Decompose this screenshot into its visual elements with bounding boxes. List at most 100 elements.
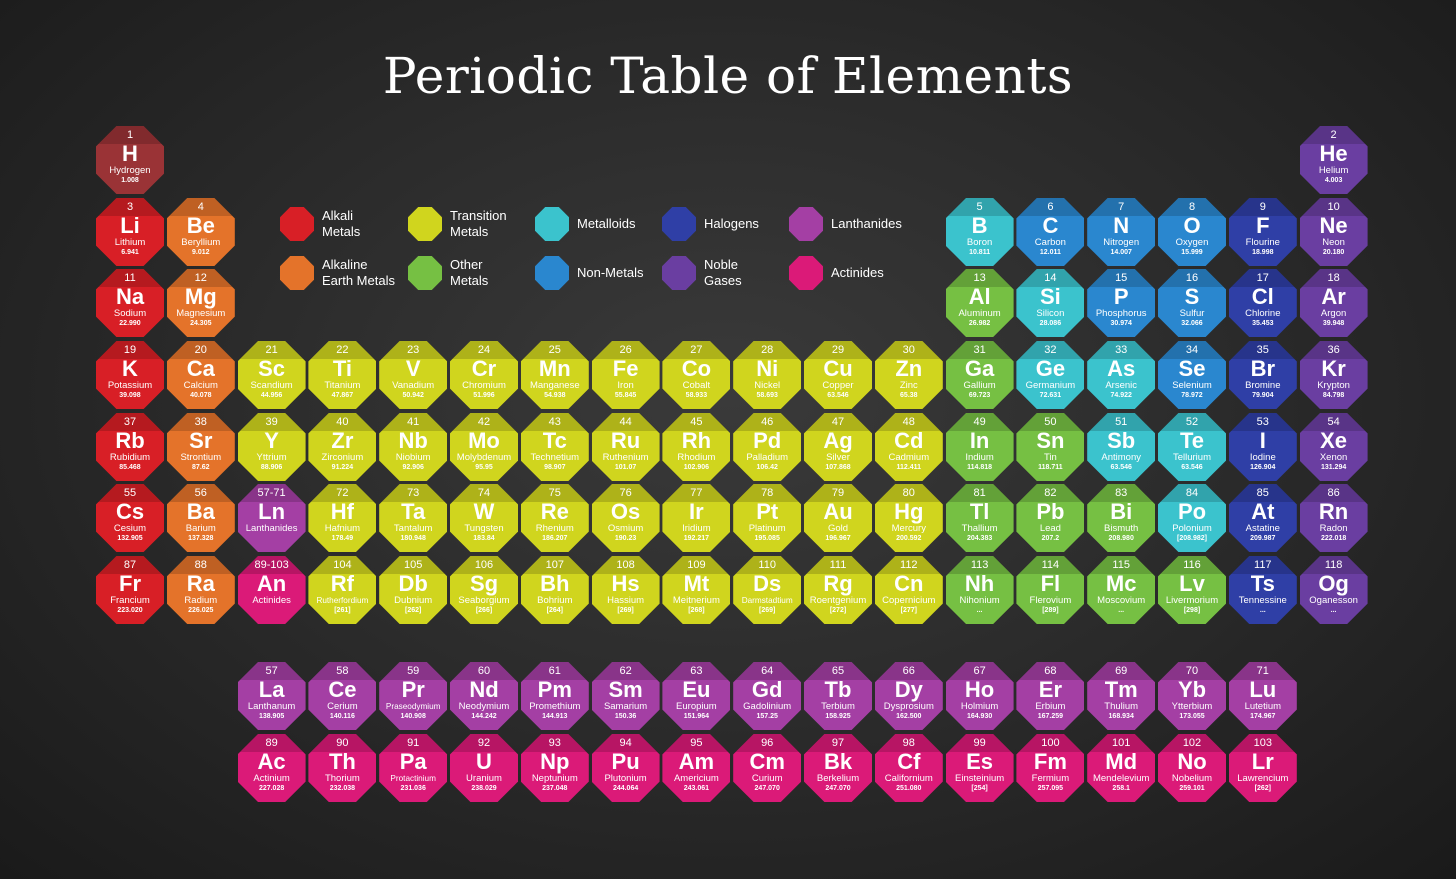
element-tile-te[interactable]: 52 Te Tellurium 63.546 (1158, 413, 1226, 481)
element-tile-tl[interactable]: 81 Tl Thallium 204.383 (945, 484, 1014, 552)
element-tile-u[interactable]: 92 U Uranium 238.029 (450, 734, 518, 802)
element-tile-ho[interactable]: 67 Ho Holmium 164.930 (945, 662, 1014, 730)
element-tile-k[interactable]: 19 K Potassium 39.098 (96, 341, 164, 409)
element-tile-hg[interactable]: 80 Hg Mercury 200.592 (874, 484, 943, 552)
element-tile-cm[interactable]: 96 Cm Curium 247.070 (733, 734, 802, 802)
element-tile-ts[interactable]: 117 Ts Tennessine... (1228, 556, 1297, 624)
element-tile-pa[interactable]: 91 Pa Protactinium 231.036 (379, 734, 448, 802)
element-tile-sb[interactable]: 51 Sb Antimony 63.546 (1087, 413, 1156, 481)
element-tile-na[interactable]: 11 Na Sodium 22.990 (96, 269, 164, 337)
element-tile-md[interactable]: 101 Md Mendelevium 258.1 (1087, 734, 1156, 802)
element-tile-cn[interactable]: 112 Cn Copernicium [277] (874, 556, 943, 624)
element-tile-ce[interactable]: 58 Ce Cerium 140.116 (308, 662, 377, 730)
element-tile-ir[interactable]: 77 Ir Iridium 192.217 (662, 484, 731, 552)
element-tile-sr[interactable]: 38 Sr Strontium 87.62 (166, 413, 235, 481)
element-tile-mn[interactable]: 25 Mn Manganese 54.938 (520, 341, 589, 409)
element-tile-pu[interactable]: 94 Pu Plutonium 244.064 (591, 734, 660, 802)
element-tile-sc[interactable]: 21 Sc Scandium 44.956 (237, 341, 306, 409)
element-tile-ta[interactable]: 73 Ta Tantalum 180.948 (379, 484, 448, 552)
element-tile-mc[interactable]: 115 Mc Moscovium... (1087, 556, 1156, 624)
element-tile-rb[interactable]: 37 Rb Rubidium 85.468 (96, 413, 164, 481)
element-tile-nh[interactable]: 113 Nh Nihonium... (945, 556, 1014, 624)
element-tile-tm[interactable]: 69 Tm Thulium 168.934 (1087, 662, 1156, 730)
element-tile-au[interactable]: 79 Au Gold 196.967 (804, 484, 872, 552)
element-tile-cu[interactable]: 29 Cu Copper 63.546 (804, 341, 872, 409)
element-tile-cf[interactable]: 98 Cf Californium 251.080 (874, 734, 943, 802)
element-tile-ga[interactable]: 31 Ga Gallium 69.723 (945, 341, 1014, 409)
element-tile-fl[interactable]: 114 Fl Flerovium [289] (1016, 556, 1085, 624)
element-tile-fm[interactable]: 100 Fm Fermium 257.095 (1016, 734, 1085, 802)
element-tile-pt[interactable]: 78 Pt Platinum 195.085 (733, 484, 802, 552)
element-tile-lv[interactable]: 116 Lv Livermorium [298] (1158, 556, 1226, 624)
element-tile-fe[interactable]: 26 Fe Iron 55.845 (591, 341, 660, 409)
element-tile-ag[interactable]: 47 Ag Silver 107.868 (804, 413, 872, 481)
element-tile-kr[interactable]: 36 Kr Krypton 84.798 (1299, 341, 1368, 409)
element-tile-pb[interactable]: 82 Pb Lead 207.2 (1016, 484, 1085, 552)
element-tile-lr[interactable]: 103 Lr Lawrencium [262] (1228, 734, 1297, 802)
element-tile-w[interactable]: 74 W Tungsten 183.84 (450, 484, 518, 552)
element-tile-an[interactable]: 89-103 An Actinides (237, 556, 306, 624)
element-tile-cd[interactable]: 48 Cd Cadmium 112.411 (874, 413, 943, 481)
element-tile-eu[interactable]: 63 Eu Europium 151.964 (662, 662, 731, 730)
element-tile-nb[interactable]: 41 Nb Niobium 92.906 (379, 413, 448, 481)
element-tile-o[interactable]: 8 O Oxygen 15.999 (1158, 198, 1226, 266)
element-tile-xe[interactable]: 54 Xe Xenon 131.294 (1299, 413, 1368, 481)
element-tile-li[interactable]: 3 Li Lithium 6.941 (96, 198, 164, 266)
element-tile-am[interactable]: 95 Am Americium 243.061 (662, 734, 731, 802)
element-tile-po[interactable]: 84 Po Polonium [208.982] (1158, 484, 1226, 552)
element-tile-rg[interactable]: 111 Rg Roentgenium [272] (804, 556, 872, 624)
element-tile-np[interactable]: 93 Np Neptunium 237.048 (520, 734, 589, 802)
element-tile-re[interactable]: 75 Re Rhenium 186.207 (520, 484, 589, 552)
element-tile-c[interactable]: 6 C Carbon 12.011 (1016, 198, 1085, 266)
element-tile-tb[interactable]: 65 Tb Terbium 158.925 (804, 662, 872, 730)
element-tile-hs[interactable]: 108 Hs Hassium [269] (591, 556, 660, 624)
element-tile-v[interactable]: 23 V Vanadium 50.942 (379, 341, 448, 409)
element-tile-no[interactable]: 102 No Nobelium 259.101 (1158, 734, 1226, 802)
element-tile-ne[interactable]: 10 Ne Neon 20.180 (1299, 198, 1368, 266)
element-tile-ar[interactable]: 18 Ar Argon 39.948 (1299, 269, 1368, 337)
element-tile-zn[interactable]: 30 Zn Zinc 65.38 (874, 341, 943, 409)
element-tile-h[interactable]: 1 H Hydrogen 1.008 (96, 126, 164, 194)
element-tile-gd[interactable]: 64 Gd Gadolinium 157.25 (733, 662, 802, 730)
element-tile-dy[interactable]: 66 Dy Dysprosium 162.500 (874, 662, 943, 730)
element-tile-la[interactable]: 57 La Lanthanum 138.905 (237, 662, 306, 730)
element-tile-es[interactable]: 99 Es Einsteinium [254] (945, 734, 1014, 802)
element-tile-f[interactable]: 9 F Flourine 18.998 (1228, 198, 1297, 266)
element-tile-i[interactable]: 53 I Iodine 126.904 (1228, 413, 1297, 481)
element-tile-fr[interactable]: 87 Fr Francium 223.020 (96, 556, 164, 624)
element-tile-cr[interactable]: 24 Cr Chromium 51.996 (450, 341, 518, 409)
element-tile-as[interactable]: 33 As Arsenic 74.922 (1087, 341, 1156, 409)
element-tile-db[interactable]: 105 Db Dubnium [262] (379, 556, 448, 624)
element-tile-mo[interactable]: 42 Mo Molybdenum 95.95 (450, 413, 518, 481)
element-tile-yb[interactable]: 70 Yb Ytterbium 173.055 (1158, 662, 1226, 730)
element-tile-ba[interactable]: 56 Ba Barium 137.328 (166, 484, 235, 552)
element-tile-in[interactable]: 49 In Indium 114.818 (945, 413, 1014, 481)
element-tile-pm[interactable]: 61 Pm Promethium 144.913 (520, 662, 589, 730)
element-tile-sm[interactable]: 62 Sm Samarium 150.36 (591, 662, 660, 730)
element-tile-at[interactable]: 85 At Astatine 209.987 (1228, 484, 1297, 552)
element-tile-si[interactable]: 14 Si Silicon 28.086 (1016, 269, 1085, 337)
element-tile-bk[interactable]: 97 Bk Berkelium 247.070 (804, 734, 872, 802)
element-tile-s[interactable]: 16 S Sulfur 32.066 (1158, 269, 1226, 337)
element-tile-ra[interactable]: 88 Ra Radium 226.025 (166, 556, 235, 624)
element-tile-be[interactable]: 4 Be Beryllium 9.012 (166, 198, 235, 266)
element-tile-pd[interactable]: 46 Pd Palladium 106.42 (733, 413, 802, 481)
element-tile-rh[interactable]: 45 Rh Rhodium 102.906 (662, 413, 731, 481)
element-tile-th[interactable]: 90 Th Thorium 232.038 (308, 734, 377, 802)
element-tile-al[interactable]: 13 Al Aluminum 26.982 (945, 269, 1014, 337)
element-tile-cs[interactable]: 55 Cs Cesium 132.905 (96, 484, 164, 552)
element-tile-zr[interactable]: 40 Zr Zirconium 91.224 (308, 413, 377, 481)
element-tile-ac[interactable]: 89 Ac Actinium 227.028 (237, 734, 306, 802)
element-tile-pr[interactable]: 59 Pr Praseodymium 140.908 (379, 662, 448, 730)
element-tile-er[interactable]: 68 Er Erbium 167.259 (1016, 662, 1085, 730)
element-tile-cl[interactable]: 17 Cl Chlorine 35.453 (1228, 269, 1297, 337)
element-tile-rf[interactable]: 104 Rf Rutherfordium [261] (308, 556, 377, 624)
element-tile-bi[interactable]: 83 Bi Bismuth 208.980 (1087, 484, 1156, 552)
element-tile-os[interactable]: 76 Os Osmium 190.23 (591, 484, 660, 552)
element-tile-rn[interactable]: 86 Rn Radon 222.018 (1299, 484, 1368, 552)
element-tile-bh[interactable]: 107 Bh Bohrium [264] (520, 556, 589, 624)
element-tile-ge[interactable]: 32 Ge Germanium 72.631 (1016, 341, 1085, 409)
element-tile-b[interactable]: 5 B Boron 10.811 (945, 198, 1014, 266)
element-tile-co[interactable]: 27 Co Cobalt 58.933 (662, 341, 731, 409)
element-tile-ru[interactable]: 44 Ru Ruthenium 101.07 (591, 413, 660, 481)
